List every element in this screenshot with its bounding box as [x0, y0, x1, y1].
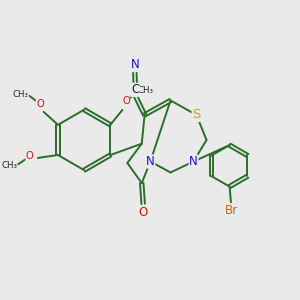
Text: S: S [192, 108, 201, 122]
Text: N: N [146, 155, 155, 168]
Text: CH₃: CH₃ [1, 161, 17, 170]
Text: CH₃: CH₃ [13, 89, 28, 98]
Text: O: O [139, 206, 148, 219]
Text: N: N [189, 155, 198, 168]
Text: C: C [131, 83, 140, 96]
Text: O: O [36, 99, 44, 109]
Text: CH₃: CH₃ [137, 86, 154, 95]
Text: N: N [130, 58, 139, 71]
Text: O: O [26, 152, 34, 161]
Text: O: O [122, 96, 130, 106]
Text: Br: Br [225, 204, 238, 217]
